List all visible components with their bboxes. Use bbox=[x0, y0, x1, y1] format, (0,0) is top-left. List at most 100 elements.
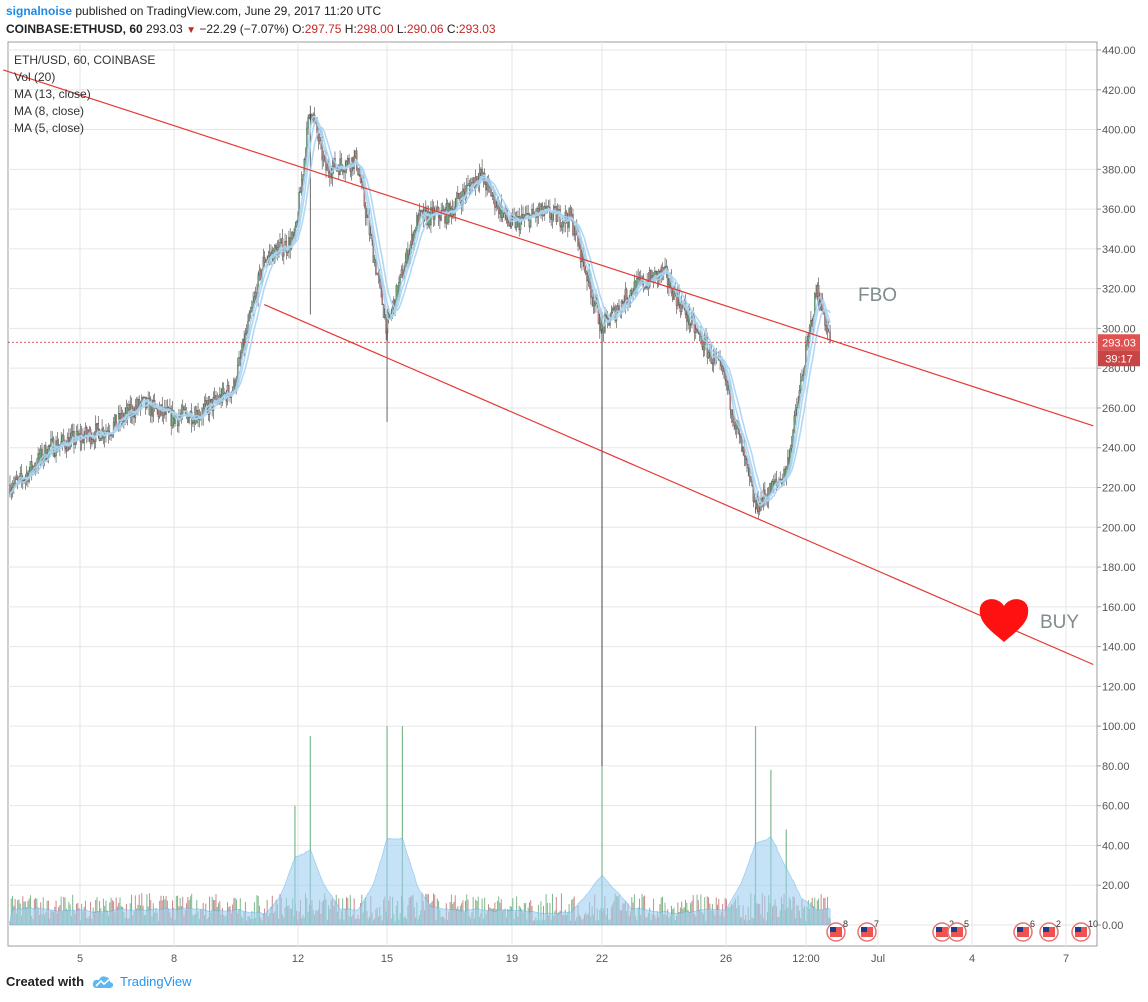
candle-body bbox=[135, 405, 138, 409]
candle-down bbox=[572, 208, 574, 237]
candle-down bbox=[750, 476, 752, 483]
legend-ma5[interactable]: MA (5, close) bbox=[14, 121, 85, 135]
candle-up bbox=[689, 322, 692, 333]
candle-body bbox=[61, 435, 64, 442]
candle-body bbox=[376, 273, 378, 275]
candle-body bbox=[495, 206, 497, 208]
candle-body bbox=[357, 167, 359, 175]
author-name[interactable]: signalnoise bbox=[6, 4, 73, 18]
y-tick-label: 260.00 bbox=[1102, 403, 1136, 415]
candle-up bbox=[307, 115, 309, 135]
candle-body bbox=[373, 259, 376, 263]
candle-down bbox=[730, 409, 733, 423]
open-label: O: bbox=[292, 22, 305, 36]
candle-down bbox=[275, 242, 277, 251]
candle-down bbox=[364, 201, 367, 226]
candle-down bbox=[739, 433, 742, 444]
candle-body bbox=[222, 387, 225, 394]
candle-body bbox=[573, 234, 575, 236]
candle-body bbox=[233, 379, 235, 391]
candle-body bbox=[329, 172, 331, 178]
candle-body bbox=[790, 445, 793, 449]
candle-up bbox=[248, 309, 250, 322]
candle-body bbox=[377, 273, 380, 276]
candle-up bbox=[299, 186, 302, 193]
candle-body bbox=[213, 395, 216, 398]
candle-body bbox=[501, 210, 504, 218]
candle-body bbox=[645, 286, 647, 289]
candle-body bbox=[100, 438, 102, 441]
candle-body bbox=[825, 325, 828, 332]
candle-body bbox=[291, 232, 294, 239]
candle-body bbox=[664, 266, 666, 268]
candle-body bbox=[385, 314, 387, 334]
x-tick-label: 15 bbox=[381, 953, 393, 965]
candle-down bbox=[747, 463, 749, 477]
legend-volume[interactable]: Vol (20) bbox=[14, 70, 56, 84]
legend-ma13[interactable]: MA (13, close) bbox=[14, 87, 91, 101]
candle-down bbox=[183, 404, 185, 411]
y-tick-label: 0.00 bbox=[1102, 920, 1123, 932]
candle-body bbox=[25, 472, 28, 478]
legend-ma8[interactable]: MA (8, close) bbox=[14, 104, 85, 118]
candle-body bbox=[472, 177, 474, 183]
candle-body bbox=[689, 324, 692, 326]
event-count: 10 bbox=[1088, 919, 1098, 929]
tradingview-link[interactable]: TradingView bbox=[92, 974, 192, 989]
candle-body bbox=[480, 168, 482, 174]
down-arrow-icon: ▼ bbox=[186, 25, 196, 36]
candle-body bbox=[545, 205, 547, 209]
chart-legend: ETH/USD, 60, COINBASE Vol (20) MA (13, c… bbox=[14, 52, 155, 137]
y-tick-label: 80.00 bbox=[1102, 761, 1130, 773]
candle-body bbox=[361, 181, 363, 183]
close-label: C: bbox=[446, 22, 459, 36]
candle-body bbox=[318, 137, 321, 142]
candle-body bbox=[506, 219, 509, 223]
candle-body bbox=[583, 262, 586, 271]
y-tick-label: 340.00 bbox=[1102, 244, 1136, 256]
candle-body bbox=[203, 404, 206, 409]
candle-up bbox=[807, 332, 810, 349]
candle-up bbox=[245, 324, 248, 336]
event-flag-icon: 5 bbox=[947, 919, 969, 942]
candle-down bbox=[508, 220, 510, 227]
candle-body bbox=[655, 270, 657, 273]
candle-body bbox=[521, 214, 523, 219]
candle-body bbox=[581, 250, 583, 262]
trendline-upper bbox=[3, 69, 1094, 427]
candle-body bbox=[517, 216, 519, 218]
candle-body bbox=[758, 509, 761, 513]
candle-body bbox=[152, 400, 155, 417]
x-tick-label: 22 bbox=[596, 953, 608, 965]
y-tick-label: 40.00 bbox=[1102, 840, 1130, 852]
y-tick-label: 220.00 bbox=[1102, 483, 1136, 495]
candle-up bbox=[302, 174, 304, 186]
candle-body bbox=[183, 406, 185, 410]
candle-body bbox=[755, 500, 757, 509]
candle-body bbox=[440, 210, 442, 221]
candle-body bbox=[45, 445, 47, 461]
candle-body bbox=[712, 353, 715, 364]
flag-canton bbox=[861, 927, 867, 932]
candle-body bbox=[485, 184, 487, 191]
grid-lines bbox=[8, 42, 1097, 946]
candle-up bbox=[322, 150, 325, 167]
candle-body bbox=[463, 188, 465, 193]
candle-body bbox=[753, 500, 756, 502]
legend-symbol[interactable]: ETH/USD, 60, COINBASE bbox=[14, 53, 156, 67]
y-tick-label: 100.00 bbox=[1102, 721, 1136, 733]
candle-body bbox=[799, 380, 802, 391]
x-tick-label: 8 bbox=[171, 953, 177, 965]
candle-body bbox=[744, 456, 747, 460]
event-flag-icon: 2 bbox=[932, 919, 954, 942]
candle-body bbox=[249, 311, 252, 314]
x-tick-label: 7 bbox=[1063, 953, 1069, 965]
candle-body bbox=[721, 365, 724, 372]
candle-body bbox=[96, 423, 98, 425]
candle-body bbox=[326, 164, 329, 171]
low-label: L: bbox=[396, 22, 407, 36]
footer: Created with TradingView bbox=[6, 974, 192, 989]
candle-body bbox=[509, 225, 511, 227]
candle-up bbox=[295, 220, 298, 228]
